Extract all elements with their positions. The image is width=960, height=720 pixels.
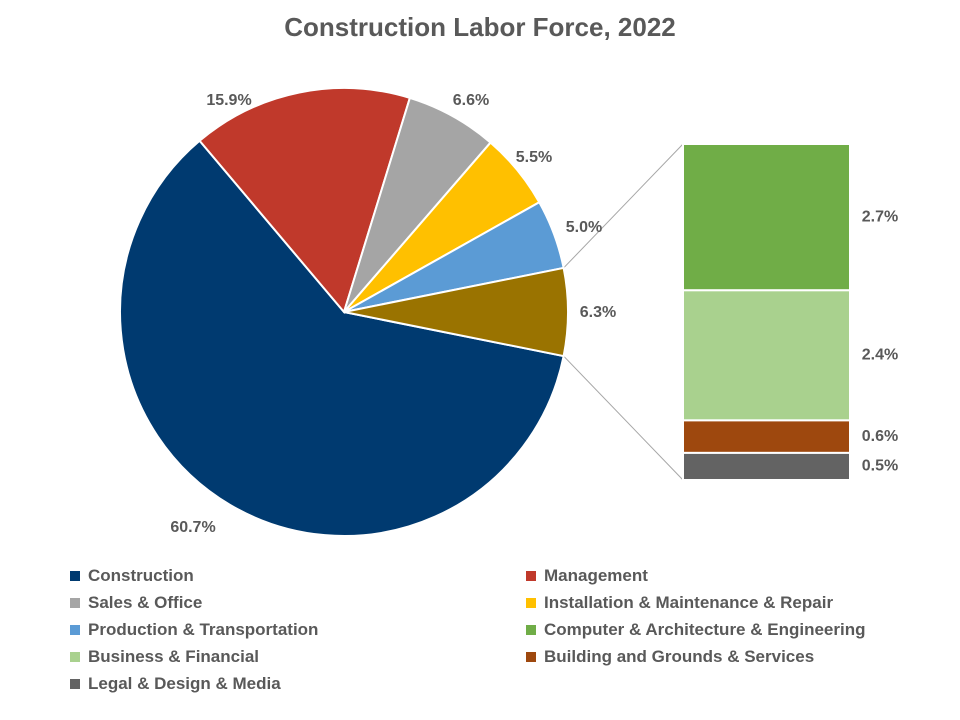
data-label-computer-and-architecture-and-engineering: 2.7%	[862, 208, 898, 225]
pie-slice-construction	[119, 139, 565, 537]
connector-lines	[563, 143, 684, 481]
connector-line-top	[563, 143, 684, 269]
data-label-installation-and-maintenance-and-repair: 5.5%	[516, 149, 552, 166]
data-label-management: 15.9%	[206, 92, 251, 109]
bar-segment-building-and-grounds-and-services	[682, 419, 851, 454]
chart-title: Construction Labor Force, 2022	[284, 12, 676, 42]
data-label-other: 6.3%	[580, 304, 616, 321]
data-label-business-and-financial: 2.4%	[862, 347, 898, 364]
connector-line-bottom	[563, 355, 684, 481]
data-label-construction: 60.7%	[170, 519, 215, 536]
pie-slice-management	[198, 87, 412, 315]
bar-segment-computer-and-architecture-and-engineering	[682, 143, 851, 292]
data-labels: 60.7% 15.9% 6.6% 5.5% 5.0% 6.3% 2.7% 2.4% 0.6% 0.…	[170, 92, 898, 536]
data-label-building-and-grounds-and-services: 0.6%	[862, 428, 898, 445]
bar-segment-business-and-financial	[682, 289, 851, 422]
data-label-legal-and-design-and-media: 0.5%	[862, 458, 898, 475]
data-label-sales-and-office: 6.6%	[453, 92, 489, 109]
bar-segments	[682, 143, 851, 481]
pie-slice-other	[343, 266, 570, 358]
data-label-production-and-transportation: 5.0%	[566, 219, 602, 236]
bar-segment-legal-and-design-and-media	[682, 451, 851, 481]
pie-slices	[119, 87, 570, 537]
